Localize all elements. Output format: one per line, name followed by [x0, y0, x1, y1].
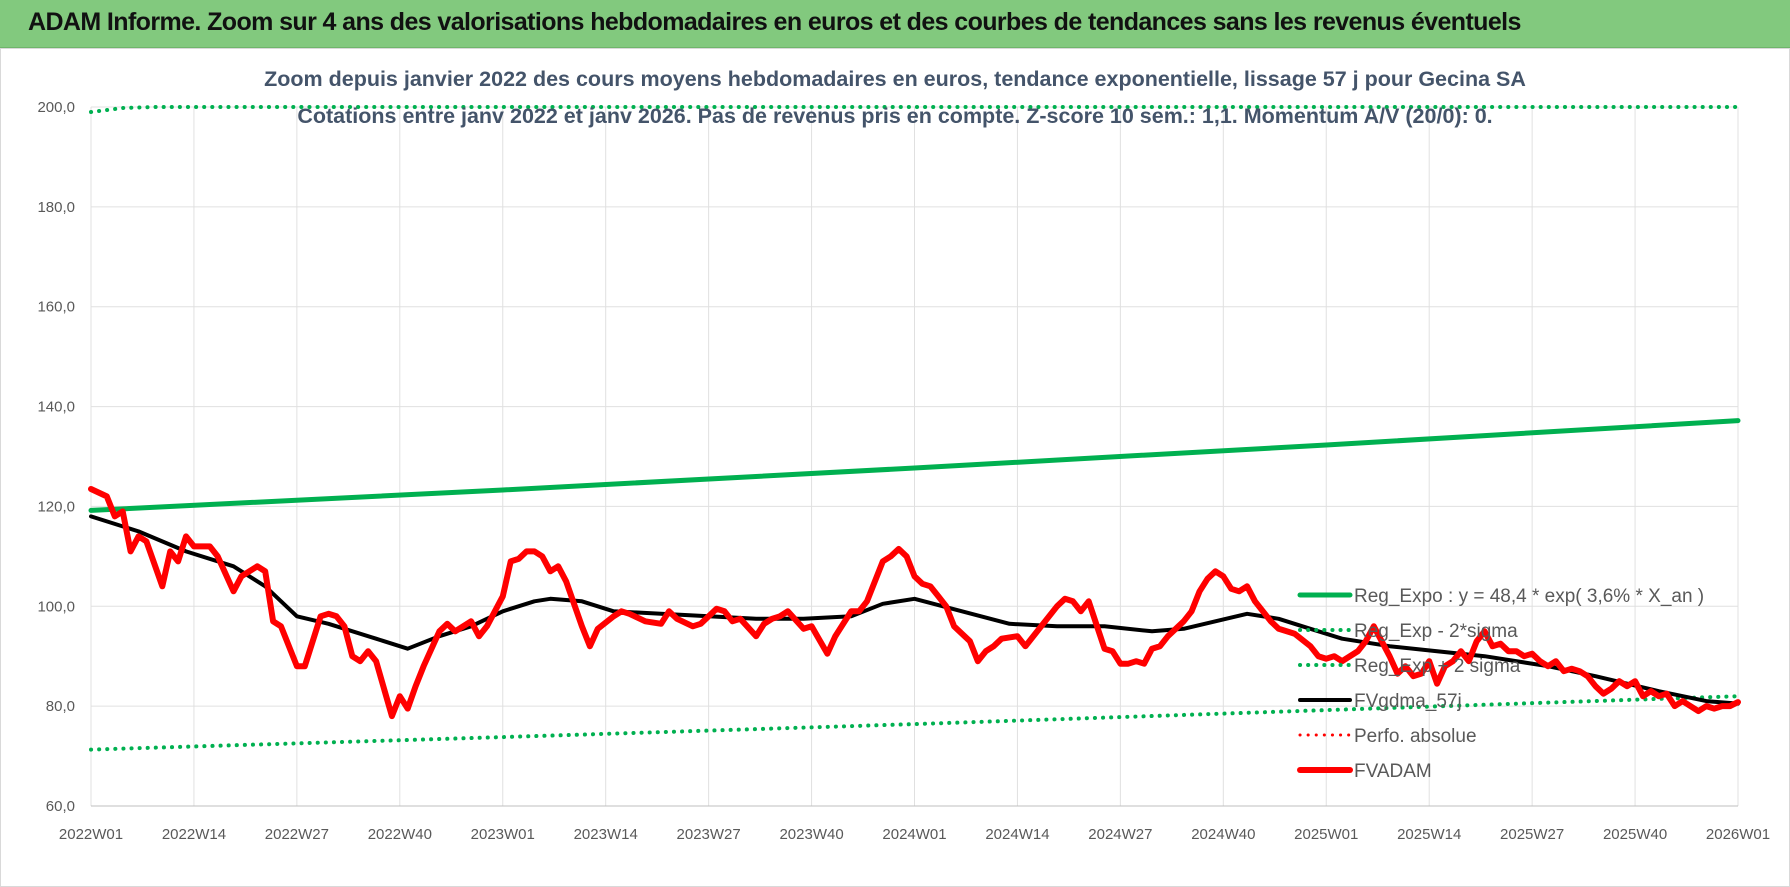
series-line	[89, 694, 1740, 752]
series-line	[88, 418, 1741, 513]
x-tick-label: 2024W14	[985, 826, 1049, 843]
legend-label: Reg_Expo : y = 48,4 * exp( 3,6% * X_an )	[1354, 586, 1704, 607]
x-tick-label: 2022W27	[265, 826, 329, 843]
x-tick-label: 2023W14	[574, 826, 638, 843]
x-tick-label: 2026W01	[1706, 826, 1770, 843]
plot-lines	[88, 105, 1741, 752]
y-tick-label: 180,0	[37, 199, 75, 216]
x-tick-label: 2025W40	[1603, 826, 1667, 843]
x-tick-label: 2024W27	[1088, 826, 1152, 843]
y-tick-label: 80,0	[46, 698, 75, 715]
grid-lines	[90, 106, 1739, 807]
chart-title: Zoom depuis janvier 2022 des cours moyen…	[264, 67, 1526, 91]
x-tick-label: 2024W01	[882, 826, 946, 843]
header-banner: ADAM Informe. Zoom sur 4 ans des valoris…	[0, 0, 1790, 48]
legend: Reg_Expo : y = 48,4 * exp( 3,6% * X_an )…	[1297, 586, 1704, 782]
x-tick-label: 2025W27	[1500, 826, 1564, 843]
y-tick-label: 120,0	[37, 498, 75, 515]
legend-label: Reg_Exp + 2 sigma	[1354, 656, 1521, 677]
y-tick-label: 200,0	[37, 99, 75, 116]
series-line	[89, 514, 1740, 706]
y-tick-label: 140,0	[37, 399, 75, 416]
series-line	[89, 105, 1740, 114]
y-tick-label: 60,0	[46, 798, 75, 815]
x-tick-label: 2024W40	[1191, 826, 1255, 843]
y-axis-ticks: 60,0 80,0 100,0 120,0 140,0 160,0 180,0 200,0	[37, 99, 75, 815]
legend-label: Perfo. absolue	[1354, 726, 1477, 747]
x-tick-label: 2022W01	[59, 826, 123, 843]
x-tick-label: 2023W01	[471, 826, 535, 843]
legend-label: FVADAM	[1354, 761, 1432, 782]
banner-title: ADAM Informe. Zoom sur 4 ans des valoris…	[28, 8, 1521, 36]
legend-label: FVgdma_57j	[1354, 691, 1462, 712]
y-tick-label: 100,0	[37, 598, 75, 615]
chart-subtitle: Cotations entre janv 2022 et janv 2026. …	[297, 104, 1492, 128]
legend-label: Reg_Exp - 2*sigma	[1354, 621, 1518, 642]
x-tick-label: 2022W14	[162, 826, 226, 843]
y-tick-label: 160,0	[37, 299, 75, 316]
x-tick-label: 2022W40	[368, 826, 432, 843]
series-line	[88, 486, 1741, 720]
x-tick-label: 2023W27	[677, 826, 741, 843]
x-tick-label: 2025W14	[1397, 826, 1461, 843]
x-axis-ticks: 2022W01 2022W14 2022W27 2022W40 2023W01 2023W…	[59, 826, 1770, 843]
x-tick-label: 2023W40	[779, 826, 843, 843]
x-tick-label: 2025W01	[1294, 826, 1358, 843]
